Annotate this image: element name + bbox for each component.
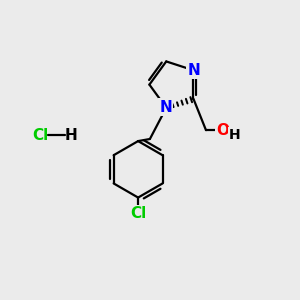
Text: H: H [65, 128, 78, 142]
Text: N: N [188, 63, 200, 78]
Text: H: H [229, 128, 241, 142]
Text: O: O [216, 123, 229, 138]
Text: N: N [159, 100, 172, 115]
Text: Cl: Cl [130, 206, 146, 221]
Text: Cl: Cl [32, 128, 48, 142]
